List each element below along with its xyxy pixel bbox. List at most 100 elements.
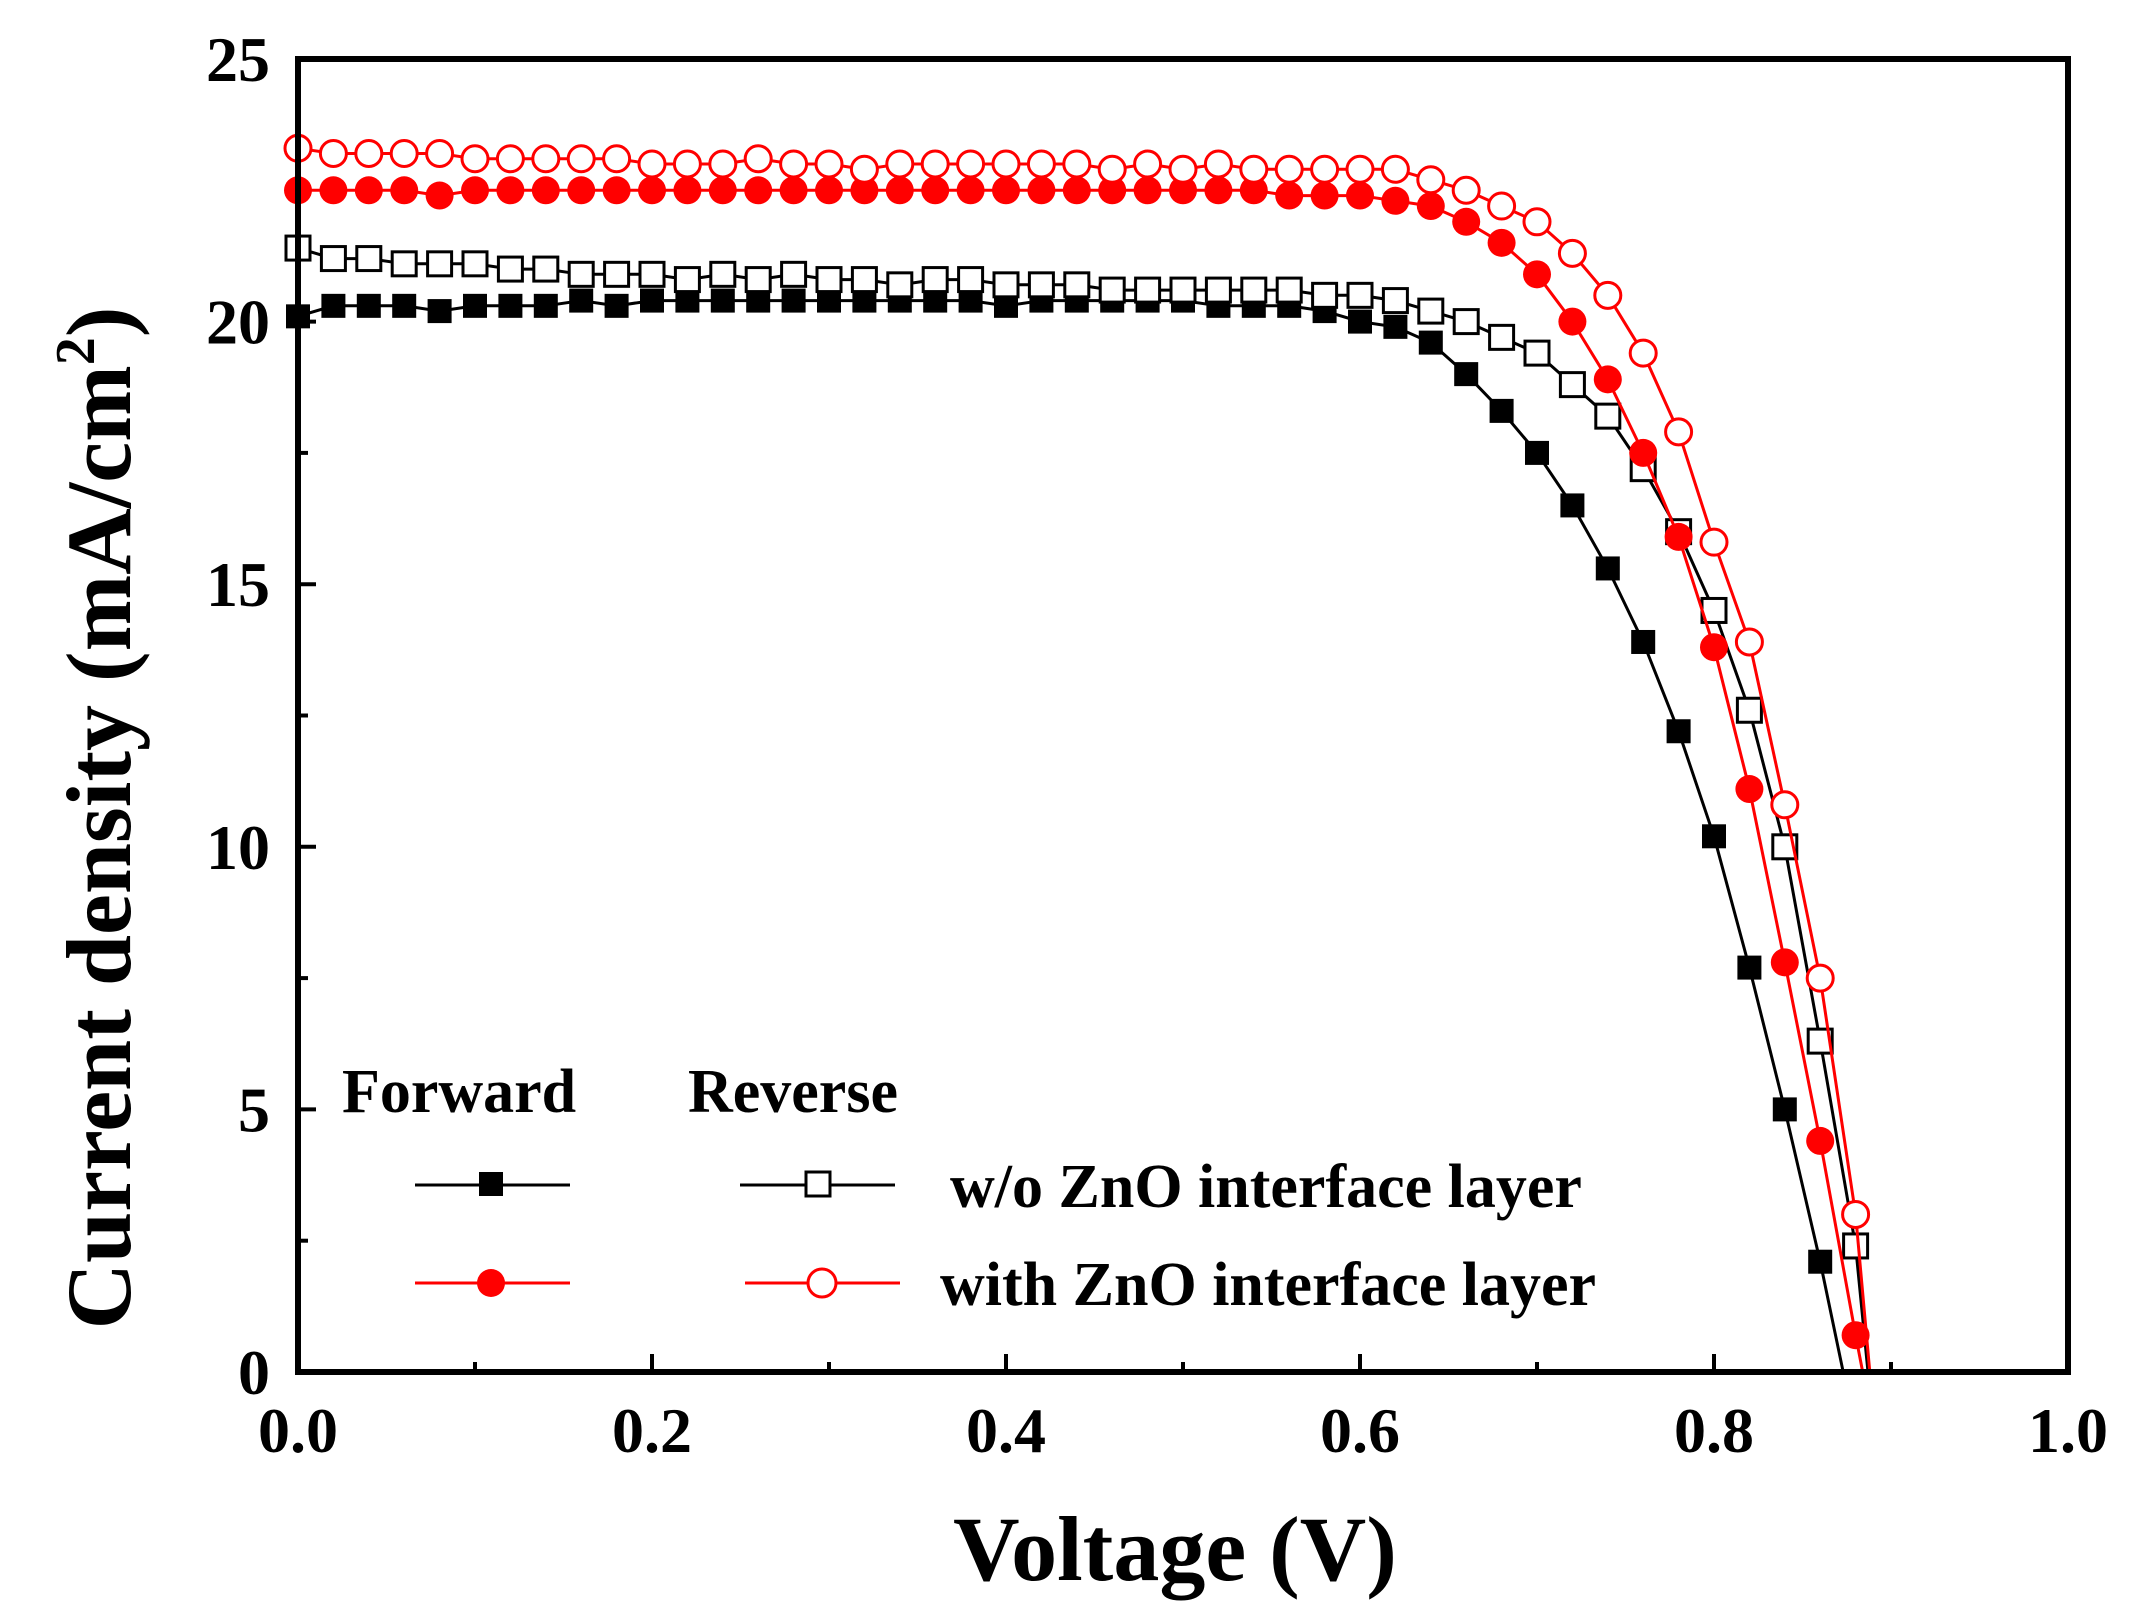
data-point [1027,271,1055,299]
legend-label-with-zno: with ZnO interface layer [940,1251,1596,1319]
data-point [1348,309,1372,334]
data-point [672,149,702,179]
data-point [1666,719,1691,744]
data-point [779,149,809,179]
data-point [496,176,525,205]
x-tick-label: 0.0 [258,1395,338,1466]
data-point [1380,154,1410,184]
data-point [921,266,949,294]
data-point [1487,191,1517,221]
series-line [297,246,1870,1373]
data-point [1454,362,1479,387]
data-point [1770,790,1800,820]
y-axis-title-close: ) [48,307,150,338]
data-point [1806,1126,1835,1155]
data-point [354,176,383,205]
data-point [815,176,843,205]
data-point [1169,176,1197,205]
series-line [298,188,1865,1373]
data-point [1735,775,1764,804]
data-point [991,149,1021,179]
data-point [390,176,419,205]
series-line [297,146,1872,1373]
data-point [495,144,525,174]
data-point [640,288,664,313]
x-tick-label: 1.0 [2028,1395,2108,1466]
data-point [496,255,524,283]
data-point [1487,228,1516,257]
data-point [992,176,1020,205]
data-point [1310,154,1340,184]
data-point [1522,207,1552,237]
y-axis-title-superscript: 2 [45,337,107,365]
data-point [744,266,772,294]
data-point [1133,176,1162,205]
data-point [426,250,454,278]
data-point [1770,948,1799,977]
data-point [1805,963,1835,993]
data-point [1381,287,1409,315]
data-point [1274,154,1304,184]
data-point [463,293,487,318]
data-point [602,176,631,205]
data-point [1275,276,1303,304]
data-point [1062,176,1091,205]
data-point [1700,633,1728,662]
data-point [886,271,914,299]
data-point [569,288,594,313]
x-tick-label: 0.8 [1674,1395,1754,1466]
data-point [992,271,1020,299]
data-point [1523,339,1551,367]
data-point [1345,154,1375,184]
data-point [956,176,985,205]
data-point [1098,276,1126,304]
data-point [1735,696,1763,724]
data-point [390,250,418,278]
data-point [425,181,454,210]
data-point [1629,438,1658,467]
data-point [850,176,879,205]
legend-label-wo-zno: w/o ZnO interface layer [950,1153,1582,1221]
data-point [956,149,986,179]
data-point [1310,181,1339,210]
data-point [1239,154,1269,184]
data-point [1558,307,1587,336]
y-tick-label: 0 [238,1337,270,1408]
data-point [1593,280,1623,310]
data-point [498,293,523,318]
data-point [780,260,808,288]
data-point [637,149,667,179]
data-point [566,144,596,174]
data-point [1418,330,1443,355]
data-point [355,245,383,273]
y-tick-label: 20 [206,287,270,358]
data-point [920,149,950,179]
data-point [1417,297,1445,325]
legend: Forward Reverse w/o ZnO interface layer … [342,1058,1596,1319]
data-point [1558,371,1586,399]
data-point [1134,276,1162,304]
data-point [1062,149,1092,179]
data-point [1346,281,1374,309]
data-point [1383,314,1408,339]
y-tick-label: 25 [206,24,270,95]
data-point [1734,627,1764,657]
data-point [1664,522,1693,551]
x-tick-label: 0.6 [1320,1395,1400,1466]
y-tick-label: 5 [238,1074,270,1145]
y-axis-title: Current density (mA/cm2) [45,307,150,1330]
data-point [1525,440,1549,465]
data-point [708,176,737,205]
data-point [531,144,561,174]
data-point [957,266,985,294]
data-point [604,293,629,318]
x-axis-title: Voltage (V) [953,1498,1397,1600]
data-point [319,176,348,205]
data-point [1063,271,1091,299]
data-point [921,176,950,205]
data-point [533,293,558,318]
data-point [1204,276,1232,304]
data-point [1097,154,1127,184]
data-point [1664,417,1694,447]
data-point [1593,365,1622,394]
